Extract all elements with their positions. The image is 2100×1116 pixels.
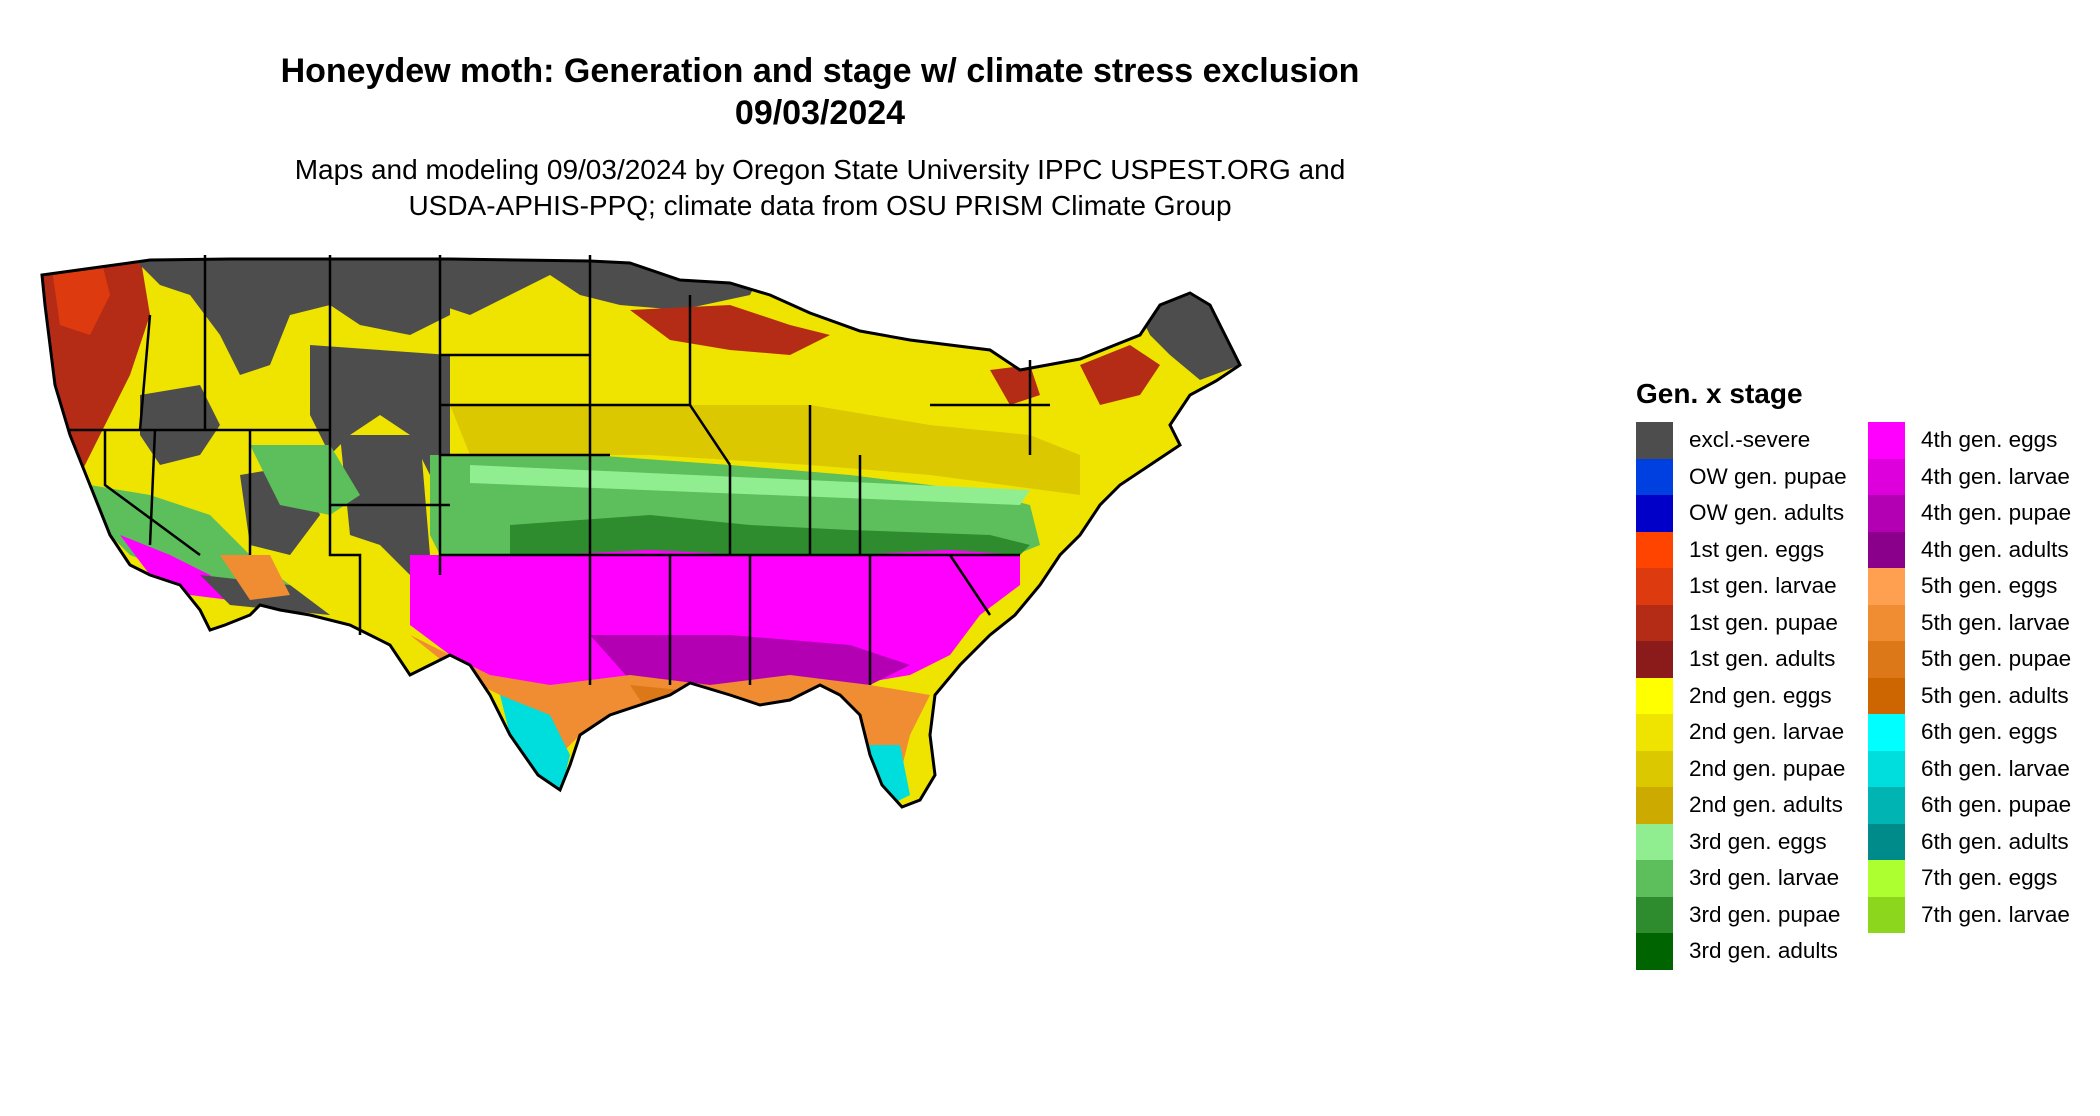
legend-swatch — [1868, 458, 1905, 495]
legend-item: 5th gen. adults — [1868, 677, 2071, 714]
legend-swatch — [1636, 677, 1673, 714]
legend-item: 2nd gen. adults — [1636, 787, 1847, 824]
legend-swatch — [1868, 896, 1905, 933]
legend-label: OW gen. adults — [1689, 500, 1845, 526]
legend-label: 1st gen. larvae — [1689, 573, 1837, 599]
legend-item: 7th gen. larvae — [1868, 896, 2071, 933]
legend-swatch — [1636, 604, 1673, 641]
legend-item: 6th gen. pupae — [1868, 787, 2071, 824]
legend-label: 3rd gen. adults — [1689, 938, 1838, 964]
legend-item: 4th gen. eggs — [1868, 422, 2071, 459]
legend-label: 2nd gen. larvae — [1689, 719, 1845, 745]
legend-swatch — [1636, 422, 1673, 459]
map-date: 09/03/2024 — [734, 94, 906, 132]
legend-label: 6th gen. pupae — [1921, 792, 2072, 818]
legend-item: 2nd gen. eggs — [1636, 677, 1847, 714]
legend-item: 6th gen. larvae — [1868, 750, 2071, 787]
us-map — [40, 255, 1242, 809]
legend-swatch — [1636, 641, 1673, 678]
legend-swatch — [1868, 823, 1905, 860]
legend-swatch — [1868, 860, 1905, 897]
legend-column-1: excl.-severe OW gen. pupae OW gen. adults 1… — [1636, 422, 1847, 970]
legend-label: OW gen. pupae — [1689, 463, 1847, 489]
legend-item: 1st gen. pupae — [1636, 604, 1847, 641]
legend-swatch — [1636, 933, 1673, 970]
legend-swatch — [1636, 787, 1673, 824]
legend-label: 1st gen. pupae — [1689, 609, 1838, 635]
legend-item: 3rd gen. eggs — [1636, 823, 1847, 860]
legend-swatch — [1636, 750, 1673, 787]
legend-label: 4th gen. pupae — [1921, 500, 2072, 526]
legend-swatch — [1636, 896, 1673, 933]
legend-swatch — [1868, 495, 1905, 532]
legend-swatch — [1868, 568, 1905, 605]
legend-swatch — [1868, 531, 1905, 568]
legend-swatch — [1868, 641, 1905, 678]
legend-label: 5th gen. eggs — [1921, 573, 2058, 599]
legend-label: 4th gen. larvae — [1921, 463, 2070, 489]
legend-label: 5th gen. pupae — [1921, 646, 2072, 672]
legend-item: 5th gen. larvae — [1868, 604, 2071, 641]
legend-swatch — [1636, 823, 1673, 860]
legend-swatch — [1636, 860, 1673, 897]
legend-item: 2nd gen. pupae — [1636, 750, 1847, 787]
legend-item: 4th gen. pupae — [1868, 495, 2071, 532]
legend-label: 4th gen. adults — [1921, 536, 2069, 562]
legend-item: 3rd gen. adults — [1636, 933, 1847, 970]
legend-label: 7th gen. larvae — [1921, 901, 2070, 927]
legend-item: 5th gen. pupae — [1868, 641, 2071, 678]
legend-item: 3rd gen. pupae — [1636, 896, 1847, 933]
legend-label: 5th gen. larvae — [1921, 609, 2070, 635]
legend-item: 7th gen. eggs — [1868, 860, 2071, 897]
legend-swatch — [1868, 677, 1905, 714]
legend-label: excl.-severe — [1689, 427, 1811, 453]
legend-swatch — [1636, 568, 1673, 605]
legend-label: 6th gen. eggs — [1921, 719, 2058, 745]
legend-column-2: 4th gen. eggs 4th gen. larvae 4th gen. pup… — [1868, 422, 2071, 933]
legend-label: 7th gen. eggs — [1921, 865, 2058, 891]
legend-swatch — [1636, 714, 1673, 751]
legend-item: 1st gen. adults — [1636, 641, 1847, 678]
legend-item: 1st gen. larvae — [1636, 568, 1847, 605]
legend-item: 3rd gen. larvae — [1636, 860, 1847, 897]
legend-label: 3rd gen. pupae — [1689, 901, 1841, 927]
legend-swatch — [1868, 422, 1905, 459]
legend-label: 6th gen. larvae — [1921, 755, 2070, 781]
map-title: Honeydew moth: Generation and stage w/ c… — [280, 52, 1360, 90]
legend-label: 1st gen. eggs — [1689, 536, 1825, 562]
legend-title: Gen. x stage — [1636, 378, 1803, 409]
legend-item: 6th gen. adults — [1868, 823, 2071, 860]
legend-item: 4th gen. larvae — [1868, 458, 2071, 495]
legend-item: 5th gen. eggs — [1868, 568, 2071, 605]
legend-swatch — [1868, 750, 1905, 787]
legend-label: 3rd gen. eggs — [1689, 828, 1827, 854]
legend-label: 1st gen. adults — [1689, 646, 1836, 672]
legend-swatch — [1868, 604, 1905, 641]
legend-swatch — [1636, 495, 1673, 532]
legend-label: 2nd gen. adults — [1689, 792, 1843, 818]
legend-item: 2nd gen. larvae — [1636, 714, 1847, 751]
legend-label: 2nd gen. pupae — [1689, 755, 1846, 781]
legend-label: 4th gen. eggs — [1921, 427, 2058, 453]
legend-label: 6th gen. adults — [1921, 828, 2069, 854]
legend-item: 4th gen. adults — [1868, 531, 2071, 568]
legend-swatch — [1636, 531, 1673, 568]
legend-swatch — [1868, 787, 1905, 824]
legend-item: OW gen. adults — [1636, 495, 1847, 532]
legend-item: OW gen. pupae — [1636, 458, 1847, 495]
map-subtitle-line2: USDA-APHIS-PPQ; climate data from OSU PR… — [408, 190, 1232, 221]
legend-label: 5th gen. adults — [1921, 682, 2069, 708]
legend-item: excl.-severe — [1636, 422, 1847, 459]
map-subtitle-line1: Maps and modeling 09/03/2024 by Oregon S… — [294, 154, 1346, 185]
legend-label: 3rd gen. larvae — [1689, 865, 1840, 891]
legend-swatch — [1868, 714, 1905, 751]
legend-item: 1st gen. eggs — [1636, 531, 1847, 568]
legend-swatch — [1636, 458, 1673, 495]
legend-item: 6th gen. eggs — [1868, 714, 2071, 751]
legend-label: 2nd gen. eggs — [1689, 682, 1832, 708]
